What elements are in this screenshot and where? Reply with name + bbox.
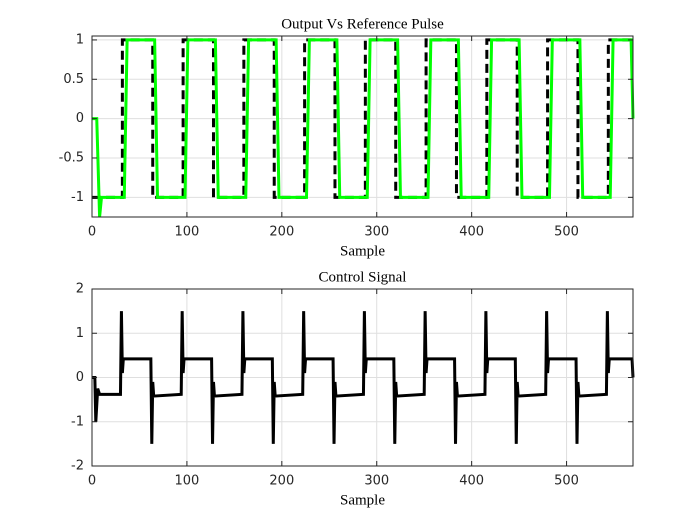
data-line [92, 38, 633, 199]
x-tick-label: 300 [364, 225, 389, 240]
x-tick-label: 200 [269, 225, 294, 240]
x-axis-label: Sample [340, 243, 385, 259]
x-axis-label: Sample [340, 492, 385, 508]
x-tick-label: 400 [459, 225, 484, 240]
y-tick-label: 1 [76, 326, 84, 341]
x-tick-label: 300 [364, 474, 389, 489]
x-tick-label: 400 [459, 474, 484, 489]
axes-frame [91, 35, 634, 218]
y-tick-label: -0.5 [59, 150, 84, 165]
y-tick-label: -1 [71, 414, 84, 429]
y-tick-label: 0 [76, 370, 84, 385]
y-tick-label: 0 [76, 111, 84, 126]
plot-area [91, 36, 635, 218]
y-tick-label: -1 [71, 190, 84, 205]
x-tick-label: 0 [88, 225, 96, 240]
y-tick-label: 1 [76, 32, 84, 47]
y-tick-label: 0.5 [63, 72, 84, 87]
x-tick-label: 500 [554, 225, 579, 240]
chart-title: Output Vs Reference Pulse [281, 16, 444, 32]
y-tick-label: -2 [71, 459, 84, 474]
y-tick-label: 2 [76, 282, 84, 297]
x-tick-label: 100 [174, 474, 199, 489]
x-tick-label: 200 [269, 474, 294, 489]
chart-title: Control Signal [319, 269, 407, 285]
x-tick-label: 0 [88, 474, 96, 489]
data-line [92, 311, 635, 444]
x-tick-label: 500 [554, 474, 579, 489]
x-tick-label: 100 [174, 225, 199, 240]
data-line [92, 38, 635, 218]
